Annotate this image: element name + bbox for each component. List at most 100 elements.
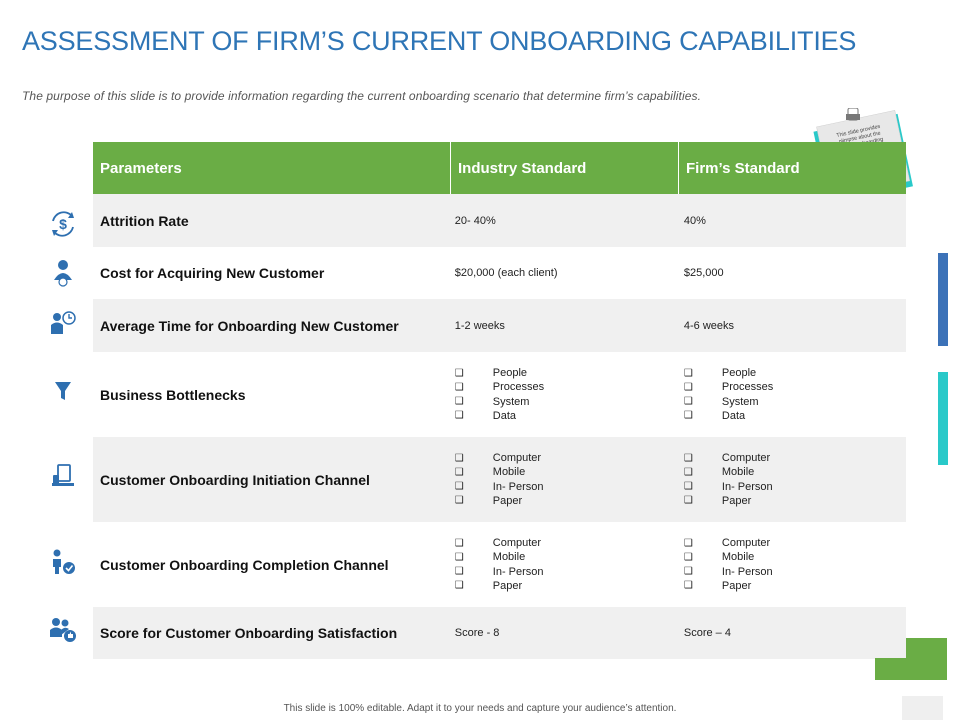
checklist-label: In- Person xyxy=(721,480,773,493)
checklist-label: People xyxy=(492,367,528,380)
checkbox-icon: ❑ xyxy=(683,580,693,592)
checklist-item: ❑ Paper xyxy=(684,579,906,593)
checkbox-icon: ❑ xyxy=(454,551,464,563)
accent-block-green xyxy=(875,658,947,680)
checklist-item: ❑ Processes xyxy=(684,380,906,394)
checklist-item: ❑ In- Person xyxy=(455,565,677,579)
checkbox-icon: ❑ xyxy=(683,566,693,578)
firm-value: 4-6 weeks xyxy=(683,319,735,332)
checklist-label: Processes xyxy=(492,381,545,394)
checkbox-icon: ❑ xyxy=(683,537,693,549)
firm-checklist: ❑ Computer ❑ Mobile ❑ In- Person ❑ Paper xyxy=(684,451,906,508)
assessment-table: Parameters Industry Standard Firm’s Stan… xyxy=(93,142,906,659)
checklist-item: ❑ Mobile xyxy=(455,465,677,479)
param-label: Customer Onboarding Initiation Channel xyxy=(100,471,370,488)
checklist-label: Paper xyxy=(492,579,523,592)
checklist-label: Mobile xyxy=(492,551,526,564)
checklist-item: ❑ Computer xyxy=(455,536,677,550)
accent-bar-blue xyxy=(938,253,948,346)
checklist-item: ❑ Data xyxy=(684,409,906,423)
param-label: Business Bottlenecks xyxy=(100,386,246,403)
checklist-item: ❑ Paper xyxy=(455,494,677,508)
checkbox-icon: ❑ xyxy=(454,410,464,422)
checkbox-icon: ❑ xyxy=(454,466,464,478)
checklist-item: ❑ People xyxy=(684,366,906,380)
checkbox-icon: ❑ xyxy=(683,452,693,464)
checklist-label: In- Person xyxy=(492,480,544,493)
accent-bar-teal xyxy=(938,372,948,465)
checkbox-icon: ❑ xyxy=(454,452,464,464)
footer-note: This slide is 100% editable. Adapt it to… xyxy=(283,703,677,714)
firm-value: Score – 4 xyxy=(683,627,731,639)
checklist-item: ❑ Processes xyxy=(455,380,677,394)
page-title: ASSESSMENT OF FIRM’S CURRENT ONBOARDING … xyxy=(22,26,857,56)
checkbox-icon: ❑ xyxy=(683,481,693,493)
checkbox-icon: ❑ xyxy=(683,466,693,478)
checklist-item: ❑ Data xyxy=(455,409,677,423)
industry-checklist: ❑ People ❑ Processes ❑ System ❑ Data xyxy=(455,366,677,423)
checklist-item: ❑ System xyxy=(684,395,906,409)
table-row: Business Bottlenecks ❑ People ❑ Processes ❑ S… xyxy=(93,352,906,437)
table-row: Average Time for Onboarding New Customer… xyxy=(93,299,906,352)
firm-checklist: ❑ People ❑ Processes ❑ System ❑ Data xyxy=(684,366,906,423)
header-parameters: Parameters xyxy=(100,160,182,177)
checklist-label: System xyxy=(721,395,759,408)
checklist-item: ❑ Computer xyxy=(684,451,906,465)
checklist-label: Data xyxy=(492,409,517,422)
person-dollar-icon xyxy=(54,260,72,287)
checklist-item: ❑ Paper xyxy=(684,494,906,508)
checklist-label: Computer xyxy=(721,537,771,550)
checklist-label: In- Person xyxy=(721,565,773,578)
checkbox-icon: ❑ xyxy=(683,381,693,393)
industry-checklist: ❑ Computer ❑ Mobile ❑ In- Person ❑ Paper xyxy=(455,536,677,593)
checkbox-icon: ❑ xyxy=(454,537,464,549)
checklist-item: ❑ Mobile xyxy=(455,550,677,564)
industry-value: Score - 8 xyxy=(454,627,500,639)
firm-value: $25,000 xyxy=(683,267,724,279)
checklist-label: Mobile xyxy=(721,551,755,564)
paper-clip-icon xyxy=(846,108,860,121)
checkbox-icon: ❑ xyxy=(454,367,464,379)
checklist-item: ❑ Mobile xyxy=(684,465,906,479)
checklist-label: Processes xyxy=(721,381,774,394)
checklist-item: ❑ Mobile xyxy=(684,550,906,564)
table-row: Customer Onboarding Completion Channel ❑… xyxy=(93,522,906,607)
people-thumb-icon xyxy=(50,618,76,642)
checkbox-icon: ❑ xyxy=(683,367,693,379)
industry-value: 1-2 weeks xyxy=(454,319,505,332)
header-firm-standard: Firm’s Standard xyxy=(678,142,906,194)
person-check-icon xyxy=(53,549,75,574)
checklist-item: ❑ In- Person xyxy=(684,565,906,579)
industry-value: $20,000 (each client) xyxy=(454,267,558,279)
checklist-label: Computer xyxy=(721,452,771,465)
table-row: Score for Customer Onboarding Satisfacti… xyxy=(93,607,906,659)
checklist-label: In- Person xyxy=(492,565,544,578)
table-header: Parameters Industry Standard Firm’s Stan… xyxy=(93,142,906,194)
industry-checklist: ❑ Computer ❑ Mobile ❑ In- Person ❑ Paper xyxy=(455,451,677,508)
person-clock-icon xyxy=(51,311,76,334)
page-subtitle: The purpose of this slide is to provide … xyxy=(22,89,702,103)
svg-text:$: $ xyxy=(59,216,67,232)
firm-value: 40% xyxy=(683,214,706,227)
param-label: Attrition Rate xyxy=(100,212,189,229)
checkbox-icon: ❑ xyxy=(683,551,693,563)
funnel-icon xyxy=(55,382,71,400)
firm-checklist: ❑ Computer ❑ Mobile ❑ In- Person ❑ Paper xyxy=(684,536,906,593)
checklist-label: Mobile xyxy=(492,466,526,479)
checklist-item: ❑ Computer xyxy=(455,451,677,465)
checklist-label: People xyxy=(721,367,757,380)
devices-icon xyxy=(52,464,74,486)
checkbox-icon: ❑ xyxy=(683,410,693,422)
table-row: Attrition Rate 20- 40% 40% xyxy=(93,194,906,247)
header-industry-standard: Industry Standard xyxy=(450,142,678,194)
checklist-item: ❑ Computer xyxy=(684,536,906,550)
checklist-label: Data xyxy=(721,409,746,422)
param-label: Score for Customer Onboarding Satisfacti… xyxy=(100,625,398,641)
param-label: Average Time for Onboarding New Customer xyxy=(100,317,399,334)
checkbox-icon: ❑ xyxy=(683,396,693,408)
checklist-label: Paper xyxy=(492,494,523,507)
checklist-label: Paper xyxy=(721,579,752,592)
industry-value: 20- 40% xyxy=(454,214,496,227)
checklist-item: ❑ In- Person xyxy=(684,480,906,494)
param-label: Cost for Acquiring New Customer xyxy=(100,265,325,281)
